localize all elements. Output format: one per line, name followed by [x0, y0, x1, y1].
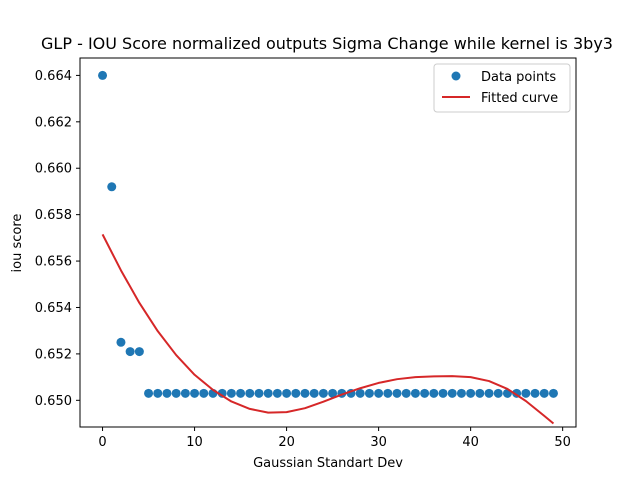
- data-point: [328, 388, 338, 398]
- data-point: [263, 388, 273, 398]
- y-axis: 0.650 0.652 0.654 0.656 0.658 0.660 0.662 0.664: [35, 69, 80, 409]
- data-point: [401, 388, 411, 398]
- x-axis: 0 10 20 30 40 50: [98, 427, 571, 450]
- data-point: [438, 388, 448, 398]
- data-point: [466, 388, 476, 398]
- data-point: [392, 388, 402, 398]
- data-point: [116, 337, 126, 347]
- data-point: [254, 388, 264, 398]
- x-tick-label: 50: [554, 435, 571, 450]
- y-tick-label: 0.660: [35, 162, 72, 177]
- data-point: [272, 388, 282, 398]
- data-point: [521, 388, 531, 398]
- data-point: [199, 388, 209, 398]
- chart-title: GLP - IOU Score normalized outputs Sigma…: [41, 34, 613, 53]
- data-point: [125, 347, 135, 357]
- data-point: [484, 388, 494, 398]
- data-point: [98, 70, 108, 80]
- data-point: [180, 388, 190, 398]
- y-tick-label: 0.652: [35, 347, 72, 362]
- plot-frame: [79, 57, 577, 428]
- data-point: [144, 388, 154, 398]
- x-tick-label: 20: [278, 435, 295, 450]
- data-point: [226, 388, 236, 398]
- y-tick-label: 0.658: [35, 208, 72, 223]
- data-point: [236, 388, 246, 398]
- plot-area: [98, 70, 558, 425]
- data-point: [190, 388, 200, 398]
- data-point: [134, 347, 144, 357]
- x-tick-label: 0: [98, 435, 106, 450]
- data-point: [309, 388, 319, 398]
- y-axis-label: iou score: [10, 214, 25, 273]
- data-point: [318, 388, 328, 398]
- data-point: [217, 388, 227, 398]
- y-tick-label: 0.664: [35, 69, 72, 84]
- data-point: [374, 388, 384, 398]
- data-point: [383, 388, 393, 398]
- data-point: [475, 388, 485, 398]
- data-point: [530, 388, 540, 398]
- data-point: [420, 388, 430, 398]
- y-tick-label: 0.656: [35, 255, 72, 270]
- x-tick-label: 40: [462, 435, 479, 450]
- x-axis-label: Gaussian Standart Dev: [253, 456, 403, 471]
- data-point: [300, 388, 310, 398]
- data-point: [291, 388, 301, 398]
- data-point: [171, 388, 181, 398]
- data-point: [282, 388, 292, 398]
- legend-scatter-marker: [451, 71, 461, 81]
- data-point: [153, 388, 163, 398]
- data-point: [493, 388, 503, 398]
- x-tick-label: 10: [186, 435, 203, 450]
- data-point: [245, 388, 255, 398]
- y-tick-label: 0.654: [35, 301, 72, 316]
- data-point: [107, 182, 117, 192]
- data-point: [447, 388, 457, 398]
- x-tick-label: 30: [370, 435, 387, 450]
- data-point: [539, 388, 549, 398]
- fitted-curve-line: [101, 233, 555, 425]
- data-point: [548, 388, 558, 398]
- data-point: [410, 388, 420, 398]
- legend-label-fitted-curve: Fitted curve: [481, 91, 558, 106]
- legend-box: [433, 63, 571, 113]
- y-tick-label: 0.650: [35, 394, 72, 409]
- legend: Data points Fitted curve: [433, 63, 571, 113]
- data-point: [355, 388, 365, 398]
- data-point: [429, 388, 439, 398]
- y-tick-label: 0.662: [35, 115, 72, 130]
- data-point: [162, 388, 172, 398]
- legend-label-data-points: Data points: [481, 70, 556, 85]
- data-point: [364, 388, 374, 398]
- data-point: [456, 388, 466, 398]
